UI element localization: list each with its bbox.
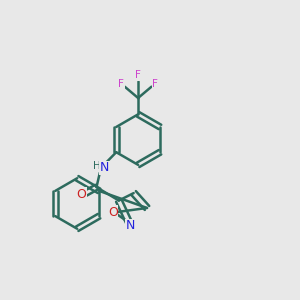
Text: O: O (108, 206, 118, 219)
Text: F: F (118, 79, 124, 89)
Text: N: N (126, 219, 135, 232)
Text: F: F (152, 79, 158, 89)
Text: H: H (93, 161, 101, 171)
Text: N: N (100, 161, 109, 174)
Text: F: F (135, 70, 141, 80)
Text: O: O (77, 188, 87, 201)
